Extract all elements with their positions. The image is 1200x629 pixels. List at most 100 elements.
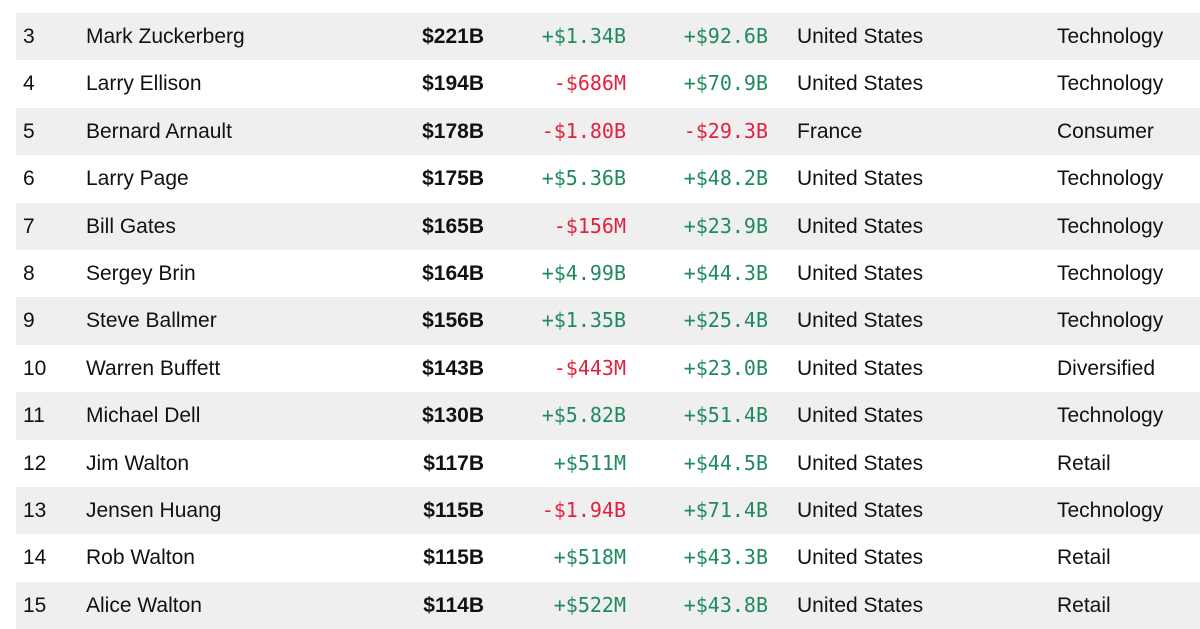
net-worth-cell: $115B xyxy=(423,498,484,522)
net-worth-cell: $143B xyxy=(422,356,484,380)
rank-cell: 6 xyxy=(23,167,35,191)
table-row[interactable]: 5 Bernard Arnault $178B -$1.80B -$29.3B … xyxy=(16,107,1200,156)
table-row[interactable]: 4 Larry Ellison $194B -$686M +$70.9B Uni… xyxy=(16,60,1200,107)
name-link[interactable]: Mark Zuckerberg xyxy=(86,25,245,48)
net-worth-cell: $178B xyxy=(422,119,484,143)
country-cell: United States xyxy=(797,546,924,570)
name-link[interactable]: Bill Gates xyxy=(86,214,176,238)
table-row[interactable]: 14 Rob Walton $115B +$518M +$43.3B Unite… xyxy=(16,534,1200,581)
rank-cell: 13 xyxy=(23,498,47,522)
ytd-change-cell: +$44.3B xyxy=(683,260,768,285)
ytd-change-cell: +$70.9B xyxy=(683,71,768,96)
net-worth-cell: $221B xyxy=(422,25,484,48)
name-link[interactable]: Alice Walton xyxy=(86,593,202,617)
net-worth-cell: $164B xyxy=(422,261,484,285)
rank-cell: 15 xyxy=(23,593,47,617)
ytd-change-cell: +$23.0B xyxy=(683,355,768,380)
rank-cell: 5 xyxy=(23,119,35,143)
industry-cell: Technology xyxy=(1057,72,1164,96)
ytd-change-cell: +$44.5B xyxy=(683,450,768,475)
net-worth-cell: $114B xyxy=(423,593,484,617)
name-link[interactable]: Steve Ballmer xyxy=(86,309,217,333)
table-row[interactable]: 6 Larry Page $175B +$5.36B +$48.2B Unite… xyxy=(16,155,1200,202)
table-row[interactable]: 3 Mark Zuckerberg $221B +$1.34B +$92.6B … xyxy=(16,13,1200,61)
industry-cell: Retail xyxy=(1057,593,1111,617)
name-link[interactable]: Warren Buffett xyxy=(86,356,221,380)
last-change-cell: -$443M xyxy=(553,355,626,380)
country-cell: United States xyxy=(797,72,924,96)
last-change-cell: -$686M xyxy=(553,71,626,96)
country-cell: France xyxy=(797,119,863,143)
industry-cell: Technology xyxy=(1057,404,1164,428)
table-row[interactable]: 10 Warren Buffett $143B -$443M +$23.0B U… xyxy=(16,345,1200,392)
last-change-cell: -$156M xyxy=(553,213,626,238)
rank-cell: 3 xyxy=(23,25,35,48)
table-row[interactable]: 15 Alice Walton $114B +$522M +$43.8B Uni… xyxy=(16,581,1200,629)
industry-cell: Technology xyxy=(1057,309,1164,333)
net-worth-cell: $115B xyxy=(423,546,484,570)
industry-cell: Technology xyxy=(1057,214,1164,238)
ytd-change-cell: +$43.3B xyxy=(683,545,768,570)
country-cell: United States xyxy=(797,404,924,428)
last-change-cell: +$1.35B xyxy=(541,308,626,333)
billionaires-table: 3 Mark Zuckerberg $221B +$1.34B +$92.6B … xyxy=(16,13,1200,629)
country-cell: United States xyxy=(797,309,924,333)
net-worth-cell: $130B xyxy=(422,404,484,428)
name-link[interactable]: Larry Page xyxy=(86,167,189,191)
country-cell: United States xyxy=(797,498,924,522)
table-row[interactable]: 9 Steve Ballmer $156B +$1.35B +$25.4B Un… xyxy=(16,297,1200,345)
rank-cell: 9 xyxy=(23,309,35,333)
rank-cell: 14 xyxy=(23,546,47,570)
country-cell: United States xyxy=(797,593,924,617)
ytd-change-cell: +$48.2B xyxy=(683,166,768,191)
industry-cell: Technology xyxy=(1057,25,1164,48)
country-cell: United States xyxy=(797,261,924,285)
net-worth-cell: $117B xyxy=(423,451,484,475)
net-worth-cell: $175B xyxy=(422,167,484,191)
name-link[interactable]: Michael Dell xyxy=(86,404,201,428)
name-link[interactable]: Jim Walton xyxy=(86,451,190,475)
name-link[interactable]: Bernard Arnault xyxy=(86,119,232,143)
name-link[interactable]: Jensen Huang xyxy=(86,498,222,522)
industry-cell: Technology xyxy=(1057,261,1164,285)
last-change-cell: -$1.80B xyxy=(541,118,626,143)
ytd-change-cell: -$29.3B xyxy=(683,118,768,143)
table-row[interactable]: 11 Michael Dell $130B +$5.82B +$51.4B Un… xyxy=(16,392,1200,440)
last-change-cell: +$5.36B xyxy=(541,166,626,191)
name-link[interactable]: Sergey Brin xyxy=(86,261,196,285)
last-change-cell: +$1.34B xyxy=(541,24,626,48)
table-row[interactable]: 12 Jim Walton $117B +$511M +$44.5B Unite… xyxy=(16,440,1200,487)
rank-cell: 7 xyxy=(23,214,35,238)
ytd-change-cell: +$51.4B xyxy=(683,403,768,428)
rank-cell: 4 xyxy=(23,72,35,96)
country-cell: United States xyxy=(797,451,924,475)
industry-cell: Diversified xyxy=(1057,356,1156,380)
net-worth-cell: $165B xyxy=(422,214,484,238)
name-link[interactable]: Larry Ellison xyxy=(86,72,202,96)
last-change-cell: +$4.99B xyxy=(541,260,626,285)
net-worth-cell: $194B xyxy=(422,72,484,96)
ytd-change-cell: +$23.9B xyxy=(683,213,768,238)
last-change-cell: -$1.94B xyxy=(541,497,626,522)
ytd-change-cell: +$92.6B xyxy=(683,24,768,48)
industry-cell: Retail xyxy=(1057,546,1111,570)
industry-cell: Retail xyxy=(1057,451,1111,475)
industry-cell: Technology xyxy=(1057,167,1164,191)
country-cell: United States xyxy=(797,356,924,380)
country-cell: United States xyxy=(797,214,924,238)
table-row[interactable]: 7 Bill Gates $165B -$156M +$23.9B United… xyxy=(16,202,1200,250)
name-link[interactable]: Rob Walton xyxy=(86,546,195,570)
ytd-change-cell: +$71.4B xyxy=(683,497,768,522)
net-worth-cell: $156B xyxy=(422,309,484,333)
last-change-cell: +$518M xyxy=(553,545,626,570)
industry-cell: Technology xyxy=(1057,498,1164,522)
country-cell: United States xyxy=(797,167,924,191)
ytd-change-cell: +$25.4B xyxy=(683,308,768,333)
country-cell: United States xyxy=(797,25,924,48)
last-change-cell: +$522M xyxy=(553,592,626,617)
table-row[interactable]: 13 Jensen Huang $115B -$1.94B +$71.4B Un… xyxy=(16,486,1200,535)
table-row[interactable]: 8 Sergey Brin $164B +$4.99B +$44.3B Unit… xyxy=(16,250,1200,297)
rank-cell: 8 xyxy=(23,261,35,285)
last-change-cell: +$511M xyxy=(553,450,626,475)
last-change-cell: +$5.82B xyxy=(541,403,626,428)
